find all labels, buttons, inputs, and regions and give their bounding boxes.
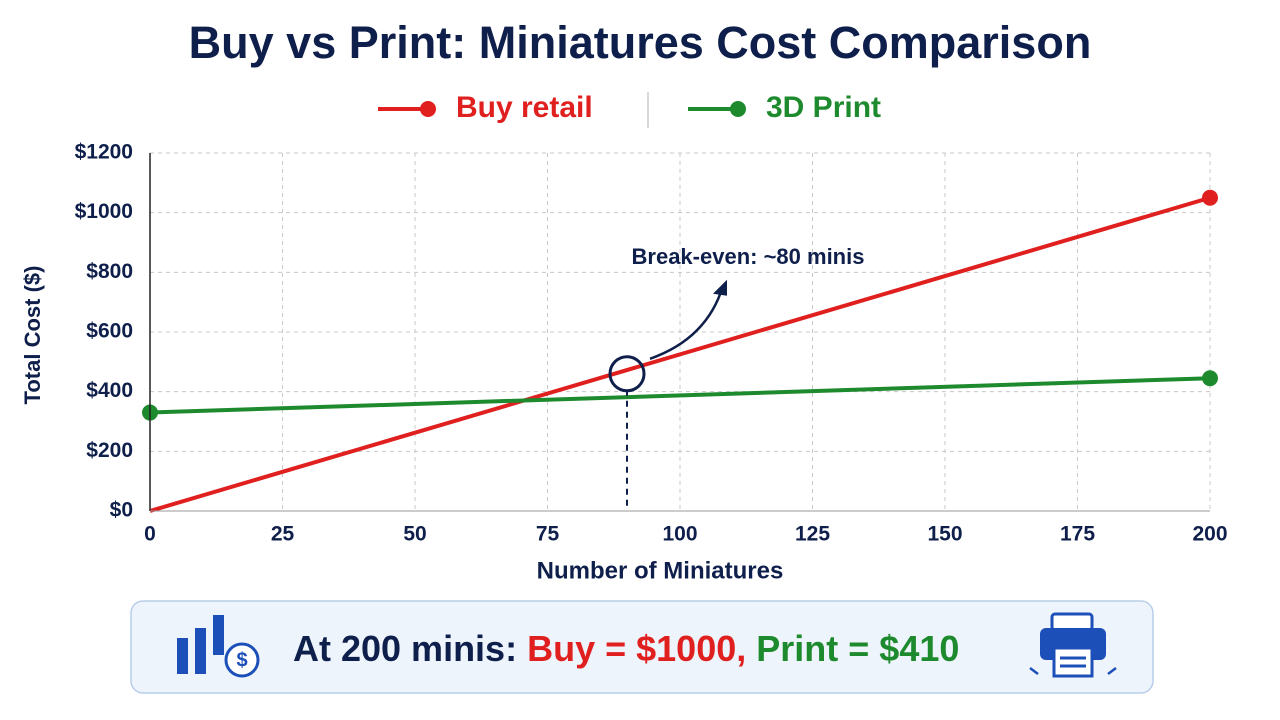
summary-print: Print = $410 <box>756 628 959 669</box>
y-tick-label: $0 <box>110 499 133 522</box>
legend: Buy retail 3D Print <box>378 91 881 124</box>
summary-text: At 200 minis: Buy = $1000, Print = $410 <box>293 628 959 669</box>
x-tick-label: 100 <box>662 523 697 546</box>
annotation-text: Break-even: ~80 minis <box>632 244 865 269</box>
chart-icon: $ <box>177 615 260 678</box>
series-marker <box>1202 189 1218 206</box>
annotation-arrow <box>649 285 725 360</box>
legend-label: 3D Print <box>766 91 881 124</box>
y-tick-label: $1000 <box>75 200 133 223</box>
y-tick-label: $800 <box>86 260 133 283</box>
chart-title: Buy vs Print: Miniatures Cost Comparison <box>189 17 1092 68</box>
series-marker <box>1202 370 1218 387</box>
x-tick-label: 150 <box>927 523 962 546</box>
legend-marker <box>730 101 746 117</box>
x-axis-label: Number of Miniatures <box>537 557 784 584</box>
y-tick-label: $400 <box>86 379 133 402</box>
annotation-arrowhead <box>713 279 727 296</box>
y-tick-label: $1200 <box>75 141 133 164</box>
annotation-circle <box>608 355 646 393</box>
x-tick-label: 125 <box>795 523 830 546</box>
x-tick-label: 75 <box>536 523 560 546</box>
printer-icon <box>1029 612 1117 678</box>
x-tick-label: 25 <box>271 523 295 546</box>
y-axis-label: Total Cost ($) <box>20 266 45 405</box>
summary-buy: Buy = $1000, <box>527 628 746 669</box>
x-tick-label: 175 <box>1060 523 1095 546</box>
summary-box <box>130 600 1154 694</box>
series-line <box>149 195 1211 513</box>
summary-lead: At 200 minis: <box>293 628 517 669</box>
series-line <box>149 376 1211 415</box>
x-tick-label: 50 <box>403 523 426 546</box>
x-tick-label: 200 <box>1192 523 1227 546</box>
y-tick-label: $600 <box>86 320 133 343</box>
legend-marker <box>420 101 436 117</box>
y-tick-label: $200 <box>86 439 133 462</box>
plot-area: $0 $200 $400 $600 $800 $1000 $1200 0 25 50 75 100 12… <box>75 141 1228 546</box>
x-tick-label: 0 <box>144 523 156 546</box>
legend-label: Buy retail <box>456 91 593 124</box>
svg-text:$: $ <box>236 649 247 671</box>
